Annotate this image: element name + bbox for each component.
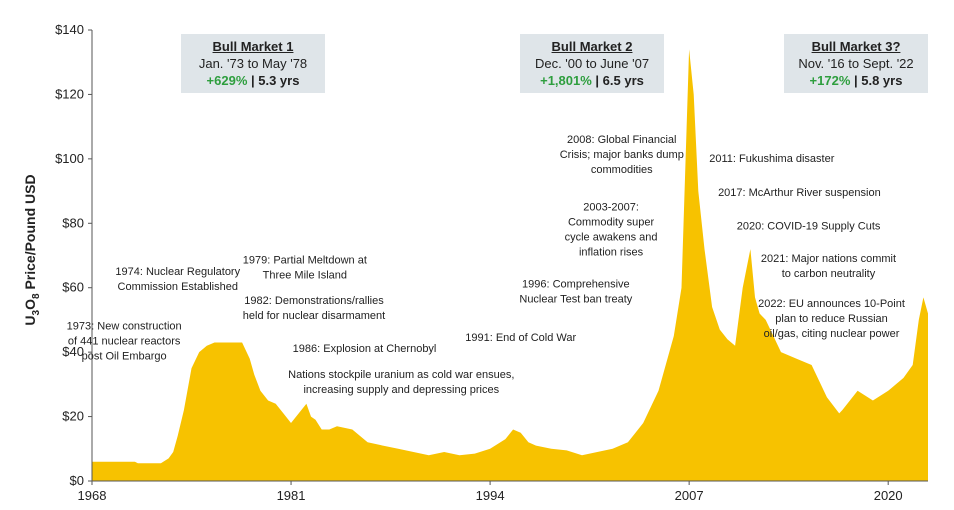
bull-market-2-title: Bull Market 2	[551, 39, 633, 54]
annotation-11: 2017: McArthur River suspension	[718, 187, 881, 199]
bull-market-1-separator: |	[247, 73, 259, 88]
plot-area	[92, 49, 928, 482]
x-tick-label: 2020	[874, 488, 903, 503]
bull-market-1-title: Bull Market 1	[212, 39, 294, 54]
y-tick-label: $20	[62, 409, 84, 424]
x-tick-labels: 1968 1981 1994 2007 2020	[78, 488, 903, 503]
annotation-8: 2003-2007: Commodity super cycle awakens a…	[565, 201, 658, 258]
annotation-14: 2022: EU announces 10-Point plan to reduc…	[758, 298, 905, 340]
bull-market-1-box: Bull Market 1 Jan. '73 to May '78 +629% …	[181, 34, 325, 93]
x-tick-label: 2007	[675, 488, 704, 503]
x-tick-label: 1994	[476, 488, 505, 503]
annotation-2: 1979: Partial Meltdown at Three Mile Isla…	[243, 255, 367, 282]
y-tick-label: $100	[55, 151, 84, 166]
y-axis-label: U3O8 Price/Pound USD	[22, 174, 42, 325]
y-tick-label: $120	[55, 86, 84, 101]
x-tick-label: 1968	[78, 488, 107, 503]
bull-market-1-duration: 5.3 yrs	[258, 73, 300, 88]
bull-market-3-period: Nov. '16 to Sept. '22	[798, 56, 914, 71]
bull-market-2-box: Bull Market 2 Dec. '00 to June '07 +1,80…	[520, 34, 664, 93]
bull-market-3-box: Bull Market 3? Nov. '16 to Sept. '22 +17…	[784, 34, 928, 93]
price-area-0	[92, 49, 928, 482]
bull-market-3-duration: 5.8 yrs	[861, 73, 903, 88]
annotation-12: 2020: COVID-19 Supply Cuts	[737, 221, 881, 233]
y-tick-labels: $0 $20 $40 $60 $80 $100 $120 $140	[55, 22, 84, 488]
bull-market-2-gain: +1,801%	[540, 73, 592, 88]
y-tick-label: $40	[62, 344, 84, 359]
annotation-5: Nations stockpile uranium as cold war en…	[288, 369, 514, 396]
annotation-1: 1973: New construction of 441 nuclear rea…	[67, 321, 182, 363]
annotation-4: 1986: Explosion at Chernobyl	[293, 343, 437, 355]
bull-market-2-separator: |	[591, 73, 603, 88]
bull-market-2-duration: 6.5 yrs	[602, 73, 644, 88]
annotations: 1974: Nuclear Regulatory Commission Estab…	[67, 134, 905, 396]
y-tick-label: $80	[62, 215, 84, 230]
annotation-7: 1996: Comprehensive Nuclear Test ban trea…	[519, 279, 632, 306]
annotation-0: 1974: Nuclear Regulatory Commission Estab…	[115, 266, 240, 293]
axes	[88, 29, 928, 485]
annotation-9: 2008: Global Financial Crisis; major bank…	[560, 134, 684, 176]
y-tick-label: $60	[62, 280, 84, 295]
bull-market-3-title: Bull Market 3?	[811, 39, 901, 54]
annotation-10: 2011: Fukushima disaster	[709, 153, 834, 165]
bull-market-3-separator: |	[850, 73, 862, 88]
bull-market-3-gain: +172%	[809, 73, 851, 88]
annotation-3: 1982: Demonstrations/rallies held for nuc…	[243, 295, 385, 322]
annotation-13: 2021: Major nations commit to carbon neut…	[761, 253, 896, 280]
annotation-6: 1991: End of Cold War	[465, 332, 576, 344]
bull-market-1-gain: +629%	[206, 73, 248, 88]
y-tick-label: $0	[70, 473, 84, 488]
bull-market-2-period: Dec. '00 to June '07	[534, 56, 650, 71]
x-tick-label: 1981	[277, 488, 306, 503]
y-tick-label: $140	[55, 22, 84, 37]
bull-market-1-period: Jan. '73 to May '78	[198, 56, 308, 71]
